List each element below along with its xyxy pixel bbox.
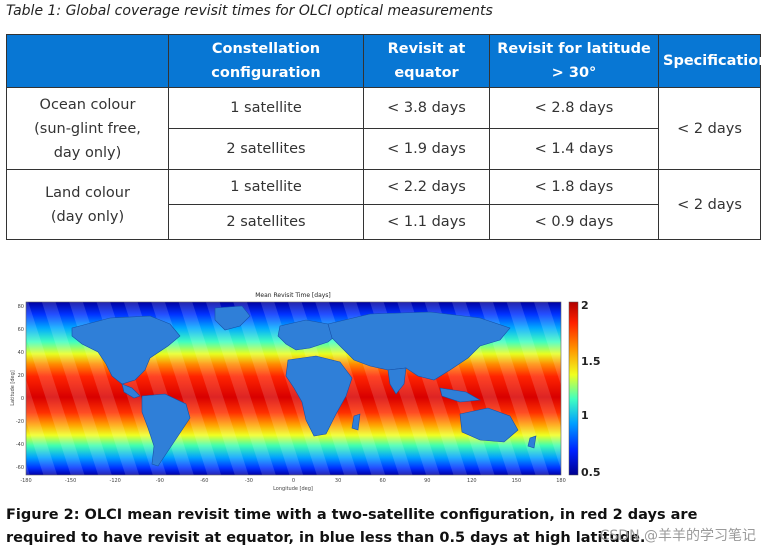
cell-config: 2 satellites	[168, 204, 364, 240]
y-tick-label: 40	[18, 350, 24, 356]
colorbar-scale	[568, 301, 579, 476]
cell-equator: < 1.9 days	[363, 128, 490, 170]
cell-equator: < 2.2 days	[363, 169, 490, 205]
y-tick-label: 80	[18, 304, 24, 310]
colorbar-tick-label: 0.5	[581, 466, 601, 479]
x-tick-label: 180	[556, 478, 566, 484]
revisit-map-figure: Mean Revisit Time [days]	[10, 288, 602, 493]
x-tick-label: -120	[110, 478, 121, 484]
header-category	[6, 34, 169, 88]
x-tick-label: -150	[65, 478, 76, 484]
map-plot-area	[26, 302, 561, 475]
cell-equator: < 3.8 days	[363, 87, 490, 129]
revisit-table: Constellation configuration Revisit at e…	[6, 34, 768, 240]
cell-latitude: < 1.4 days	[489, 128, 659, 170]
cell-latitude: < 2.8 days	[489, 87, 659, 129]
cell-specification-land: < 2 days	[658, 169, 761, 240]
table-row: 2 satellites < 1.9 days < 1.4 days	[7, 128, 761, 170]
x-tick-label: -90	[156, 478, 164, 484]
watermark: CSDN @羊羊的学习笔记	[599, 528, 756, 544]
colorbar-tick-label: 1	[581, 409, 589, 422]
table-header-row: Constellation configuration Revisit at e…	[6, 34, 768, 88]
table-row: Ocean colour (sun-glint free, day only) …	[6, 87, 761, 170]
y-tick-label: -40	[16, 442, 24, 448]
table-row: 2 satellites < 1.1 days < 0.9 days	[7, 204, 761, 240]
x-tick-label: 120	[467, 478, 477, 484]
x-tick-label: -30	[245, 478, 253, 484]
cell-config: 1 satellite	[168, 87, 364, 129]
colorbar: 2 1.5 1 0.5	[568, 299, 601, 479]
header-revisit-latitude: Revisit for latitude > 30°	[489, 34, 659, 88]
y-axis: 80 60 40 20 0 -20 -40 -60	[16, 304, 24, 471]
x-axis: -180 -150 -120 -90 -60 -30 0 30 60 90 12…	[20, 478, 565, 484]
y-tick-label: 0	[21, 396, 24, 402]
y-tick-label: -20	[16, 419, 24, 425]
revisit-map: Mean Revisit Time [days]	[10, 292, 601, 492]
cell-equator: < 1.1 days	[363, 204, 490, 240]
colorbar-tick-label: 1.5	[581, 355, 601, 368]
x-tick-label: 60	[380, 478, 386, 484]
table-caption: Table 1: Global coverage revisit times f…	[6, 3, 493, 19]
y-tick-label: -60	[16, 465, 24, 471]
y-tick-label: 60	[18, 327, 24, 333]
table-row: Land colour (day only) 1 satellite < 2.2…	[6, 169, 761, 240]
continents	[71, 305, 537, 467]
x-axis-label: Longitude [deg]	[273, 486, 313, 492]
cell-config: 1 satellite	[168, 169, 364, 205]
figure-caption: Figure 2: OLCI mean revisit time with a …	[6, 507, 698, 546]
x-tick-label: 90	[424, 478, 430, 484]
cell-latitude: < 1.8 days	[489, 169, 659, 205]
x-tick-label: 30	[335, 478, 341, 484]
row-label-ocean: Ocean colour (sun-glint free, day only)	[6, 87, 169, 170]
cell-config: 2 satellites	[168, 128, 364, 170]
x-tick-label: -60	[200, 478, 208, 484]
x-tick-label: 0	[292, 478, 295, 484]
map-title: Mean Revisit Time [days]	[255, 292, 331, 299]
header-revisit-equator: Revisit at equator	[363, 34, 490, 88]
header-specification: Specification	[658, 34, 768, 88]
x-tick-label: 150	[512, 478, 522, 484]
colorbar-tick-label: 2	[581, 299, 589, 312]
cell-latitude: < 0.9 days	[489, 204, 659, 240]
cell-specification-ocean: < 2 days	[658, 87, 761, 170]
y-tick-label: 20	[18, 373, 24, 379]
x-tick-label: -180	[20, 478, 31, 484]
row-label-land: Land colour (day only)	[6, 169, 169, 240]
y-axis-label: Latitude [deg]	[10, 370, 16, 406]
header-constellation: Constellation configuration	[168, 34, 364, 88]
